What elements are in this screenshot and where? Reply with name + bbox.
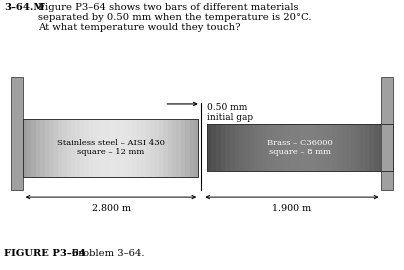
Text: 0.50 mm
initial gap: 0.50 mm initial gap <box>207 103 253 122</box>
Text: 3–64.M: 3–64.M <box>4 3 44 12</box>
Bar <box>58 119 63 177</box>
Bar <box>84 119 89 177</box>
Bar <box>128 119 133 177</box>
Bar <box>383 124 388 171</box>
Bar <box>40 119 45 177</box>
Bar <box>124 119 128 177</box>
Bar <box>97 119 102 177</box>
Bar <box>49 119 54 177</box>
Bar <box>309 124 314 171</box>
Bar <box>207 124 393 171</box>
Bar <box>145 119 150 177</box>
Bar <box>23 119 27 177</box>
Bar <box>23 119 198 177</box>
Bar <box>53 119 58 177</box>
Bar <box>80 119 84 177</box>
Bar <box>290 124 296 171</box>
Bar <box>71 119 76 177</box>
Bar <box>235 124 240 171</box>
Bar <box>318 124 323 171</box>
Bar <box>323 124 328 171</box>
Bar <box>365 124 370 171</box>
Bar <box>62 119 67 177</box>
Bar <box>388 124 393 171</box>
Bar <box>154 119 159 177</box>
Bar <box>272 124 277 171</box>
Bar <box>276 124 282 171</box>
Bar <box>163 119 168 177</box>
Bar <box>314 124 319 171</box>
Bar <box>258 124 263 171</box>
Bar <box>88 119 93 177</box>
Bar <box>230 124 235 171</box>
Bar <box>212 124 217 171</box>
Text: 1.900 m: 1.900 m <box>271 204 311 213</box>
Bar <box>115 119 120 177</box>
Bar <box>32 119 36 177</box>
Bar <box>141 119 146 177</box>
Bar <box>75 119 80 177</box>
Bar <box>281 124 286 171</box>
Bar <box>239 124 244 171</box>
Bar <box>27 119 32 177</box>
Bar <box>379 124 384 171</box>
Bar <box>267 124 272 171</box>
Bar <box>337 124 342 171</box>
Bar <box>189 119 194 177</box>
Bar <box>381 77 393 190</box>
Bar <box>172 119 177 177</box>
Bar <box>295 124 300 171</box>
Bar <box>360 124 365 171</box>
Bar <box>106 119 111 177</box>
Bar <box>370 124 375 171</box>
Text: 2.800 m: 2.800 m <box>92 204 131 213</box>
Bar <box>263 124 267 171</box>
Bar <box>150 119 155 177</box>
Bar <box>110 119 115 177</box>
Bar <box>181 119 185 177</box>
Bar <box>36 119 40 177</box>
Bar <box>249 124 254 171</box>
Bar <box>168 119 173 177</box>
Bar <box>225 124 230 171</box>
Bar <box>93 119 98 177</box>
Bar <box>137 119 142 177</box>
Bar <box>286 124 291 171</box>
Bar <box>67 119 72 177</box>
Bar <box>300 124 305 171</box>
Bar <box>185 119 190 177</box>
Bar <box>133 119 137 177</box>
Bar <box>332 124 337 171</box>
Bar <box>44 119 49 177</box>
Bar <box>328 124 332 171</box>
Bar <box>159 119 164 177</box>
Text: Stainless steel – AISI 430
square – 12 mm: Stainless steel – AISI 430 square – 12 m… <box>57 139 164 156</box>
Bar <box>342 124 347 171</box>
Text: Figure P3–64 shows two bars of different materials
separated by 0.50 mm when the: Figure P3–64 shows two bars of different… <box>38 3 312 32</box>
Bar <box>356 124 360 171</box>
Bar <box>216 124 221 171</box>
Text: Problem 3–64.: Problem 3–64. <box>59 249 144 258</box>
Bar <box>346 124 351 171</box>
Bar <box>11 77 23 190</box>
Bar <box>177 119 181 177</box>
Bar <box>221 124 226 171</box>
Bar <box>194 119 199 177</box>
Bar <box>119 119 124 177</box>
Text: FIGURE P3–64: FIGURE P3–64 <box>4 249 86 258</box>
Bar <box>351 124 356 171</box>
Bar <box>253 124 258 171</box>
Bar <box>207 124 212 171</box>
Bar <box>244 124 249 171</box>
Bar <box>374 124 379 171</box>
Bar <box>305 124 309 171</box>
Bar <box>102 119 107 177</box>
Text: Brass – C36000
square – 8 mm: Brass – C36000 square – 8 mm <box>267 139 332 156</box>
